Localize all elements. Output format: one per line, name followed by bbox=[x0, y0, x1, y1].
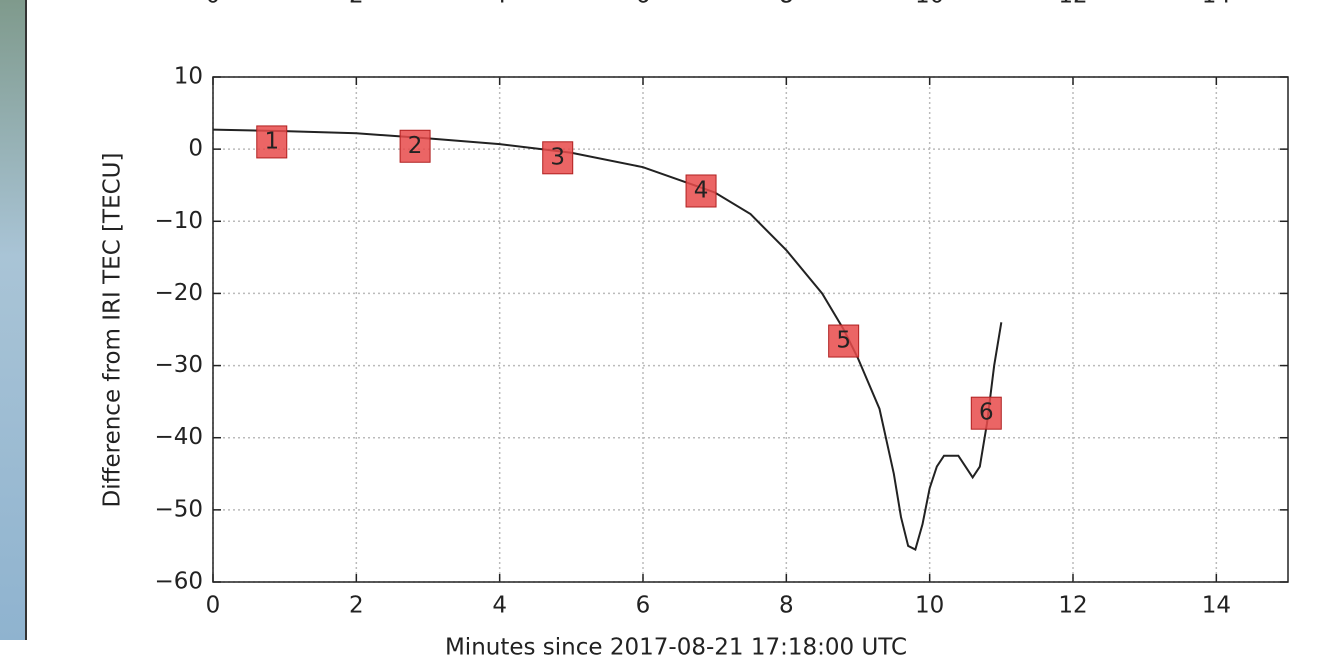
marker-label: 3 bbox=[550, 144, 565, 170]
page: Minutes since 2017-08-21 17:18:00 UTC Di… bbox=[0, 0, 1340, 655]
marker-label: 6 bbox=[979, 400, 994, 426]
x-tick-label: 12 bbox=[1058, 593, 1087, 619]
marker-label: 2 bbox=[408, 133, 423, 159]
x-tick-label: 8 bbox=[779, 0, 794, 9]
y-tick-label: −40 bbox=[154, 424, 203, 450]
marker-label: 4 bbox=[694, 177, 709, 203]
y-axis-label: Difference from IRI TEC [TECU] bbox=[100, 153, 126, 508]
marker-label: 5 bbox=[836, 328, 851, 354]
x-tick-label: 10 bbox=[915, 593, 944, 619]
x-tick-label: 14 bbox=[1202, 0, 1231, 9]
x-tick-label: 6 bbox=[636, 0, 651, 9]
x-tick-label: 6 bbox=[636, 593, 651, 619]
x-tick-label: 4 bbox=[492, 593, 507, 619]
marker-label: 1 bbox=[264, 128, 279, 154]
y-tick-label: 0 bbox=[188, 136, 203, 162]
x-tick-label: 10 bbox=[915, 0, 944, 9]
x-tick-label: 0 bbox=[206, 0, 221, 9]
y-tick-label: −10 bbox=[154, 208, 203, 234]
plot-frame bbox=[213, 77, 1288, 582]
map-strip bbox=[0, 0, 26, 640]
y-tick-label: 10 bbox=[174, 64, 203, 90]
y-tick-label: −50 bbox=[154, 496, 203, 522]
line bbox=[213, 130, 1001, 550]
y-tick-label: −30 bbox=[154, 352, 203, 378]
y-tick-label: −20 bbox=[154, 280, 203, 306]
x-tick-label: 14 bbox=[1202, 593, 1231, 619]
chart: Minutes since 2017-08-21 17:18:00 UTC Di… bbox=[0, 0, 1340, 655]
x-tick-label: 2 bbox=[349, 0, 364, 9]
x-tick-label: 0 bbox=[206, 593, 221, 619]
x-tick-label: 4 bbox=[492, 0, 507, 9]
y-tick-label: −60 bbox=[154, 569, 203, 595]
x-axis-label: Minutes since 2017-08-21 17:18:00 UTC bbox=[445, 635, 907, 655]
x-tick-label: 2 bbox=[349, 593, 364, 619]
x-tick-label: 12 bbox=[1058, 0, 1087, 9]
x-tick-label: 8 bbox=[779, 593, 794, 619]
